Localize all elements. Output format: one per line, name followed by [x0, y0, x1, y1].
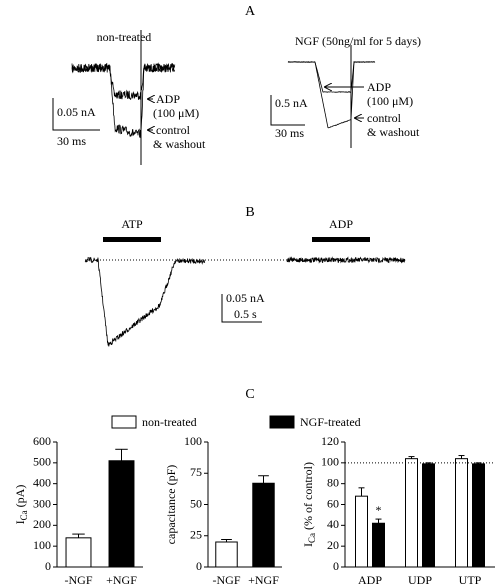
legend-swatch: [269, 415, 295, 429]
y-axis-label: ICa (pA): [13, 485, 29, 525]
y-axis-label-part: capacitance (pF): [164, 465, 178, 545]
panel-label: B: [245, 205, 254, 220]
trace-title: non-treated: [97, 30, 152, 44]
x-tick-label: UTP: [459, 573, 482, 585]
y-tick-label: 100: [184, 434, 202, 448]
control-label: control: [156, 123, 191, 137]
scale-label: 0.5 s: [234, 307, 257, 321]
panel-label: A: [245, 4, 256, 19]
y-tick-label: 0: [196, 559, 202, 573]
adp-label: ADP: [156, 92, 180, 106]
y-axis-label-part: I: [13, 520, 27, 524]
y-tick-label: 200: [33, 517, 51, 531]
trace-title: NGF (50ng/ml for 5 days): [295, 34, 421, 48]
traces: [71, 61, 406, 347]
adp-label: ADP: [367, 80, 391, 94]
y-axis-label: capacitance (pF): [164, 465, 178, 545]
scale-label: 0.05 nA: [226, 291, 265, 305]
y-tick-label: 0: [45, 559, 51, 573]
control-label: & washout: [153, 137, 206, 151]
bar: [65, 537, 92, 568]
y-tick-label: 25: [190, 528, 202, 542]
x-tick-label: UDP: [408, 573, 432, 585]
legend-label: non-treated: [142, 415, 197, 429]
control-label: & washout: [367, 125, 420, 139]
scale-bar: [221, 294, 262, 323]
drug-label: ADP: [329, 217, 353, 231]
scale-bar: [270, 95, 305, 126]
current-trace: [287, 61, 376, 93]
adp-label: (100 μM): [367, 94, 413, 108]
current-trace: [287, 61, 376, 129]
y-tick-label: 80: [327, 475, 339, 489]
y-tick-label: 0: [333, 559, 339, 573]
current-trace: [286, 256, 406, 264]
x-tick-label: -NGF: [212, 573, 240, 585]
y-tick-label: 100: [33, 538, 51, 552]
x-tick-label: +NGF: [248, 573, 279, 585]
y-axis-label-part: Ca: [19, 510, 29, 520]
y-tick-label: 500: [33, 455, 51, 469]
y-tick-label: 100: [321, 455, 339, 469]
bar: [355, 495, 368, 568]
y-axis-label: ICa (% of control): [301, 462, 317, 547]
legend-swatch: [111, 415, 137, 429]
bar: [422, 463, 435, 568]
y-tick-label: 400: [33, 475, 51, 489]
y-axis-label-part: (pA): [13, 485, 27, 508]
y-tick-label: 300: [33, 496, 51, 510]
scale-label: 0.05 nA: [57, 105, 96, 119]
y-tick-label: 600: [33, 434, 51, 448]
y-tick-label: 40: [327, 517, 339, 531]
bar: [372, 522, 385, 568]
y-axis-label-part: (% of control): [301, 462, 315, 530]
x-tick-label: ADP: [358, 573, 382, 585]
drug-label: ATP: [121, 217, 143, 231]
scale-label: 30 ms: [275, 126, 304, 140]
bar: [455, 458, 468, 568]
control-label: control: [367, 111, 402, 125]
x-tick-label: +NGF: [106, 573, 137, 585]
legend-label: NGF-treated: [300, 415, 361, 429]
y-tick-label: 20: [327, 538, 339, 552]
scale-label: 30 ms: [57, 134, 86, 148]
scale-bar: [52, 98, 100, 131]
adp-label: (100 μM): [153, 106, 199, 120]
bar: [108, 460, 135, 568]
current-trace: [84, 256, 206, 347]
panel-label: C: [245, 387, 254, 402]
y-tick-label: 75: [190, 465, 202, 479]
application-bar: [103, 237, 161, 242]
scale-label: 0.5 nA: [275, 96, 308, 110]
bar: [405, 458, 418, 568]
y-tick-label: 60: [327, 496, 339, 510]
y-axis-label-part: I: [301, 543, 315, 547]
bar: [215, 541, 238, 568]
significance-marker: *: [376, 503, 382, 517]
bar: [252, 482, 275, 568]
y-axis-label-part: Ca: [307, 533, 317, 543]
y-tick-label: 50: [190, 496, 202, 510]
current-trace: [71, 62, 176, 139]
application-bar: [312, 237, 370, 242]
bar: [472, 463, 485, 568]
y-tick-label: 120: [321, 434, 339, 448]
x-tick-label: -NGF: [64, 573, 92, 585]
